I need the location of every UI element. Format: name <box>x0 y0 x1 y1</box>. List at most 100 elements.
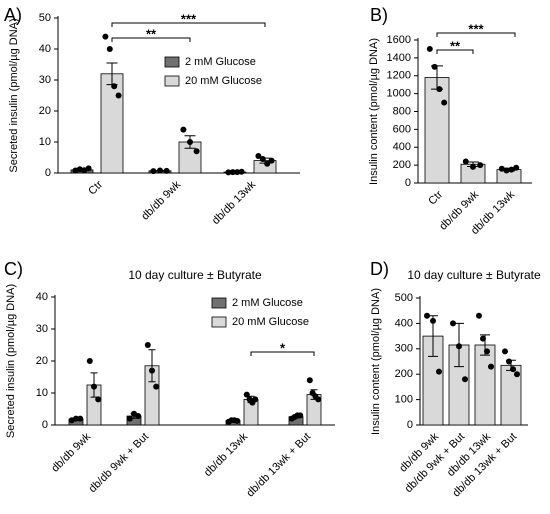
data-point <box>514 371 520 378</box>
significance-bracket <box>111 37 191 42</box>
data-point <box>456 343 462 350</box>
bar <box>100 73 124 174</box>
data-point <box>462 158 469 165</box>
data-point <box>86 358 93 364</box>
data-point <box>513 164 520 171</box>
y-tick-label: 600 <box>393 123 411 135</box>
data-point <box>95 396 102 403</box>
data-point <box>252 396 259 403</box>
data-point <box>315 396 322 403</box>
y-tick-label: 1200 <box>387 70 411 82</box>
data-point <box>238 168 245 175</box>
significance-bracket <box>250 351 315 356</box>
y-tick-label: 40 <box>39 43 51 55</box>
y-tick-label: 0 <box>407 419 413 431</box>
data-point <box>506 358 512 365</box>
data-point <box>436 86 443 93</box>
data-point <box>229 169 236 176</box>
data-point <box>462 376 468 383</box>
panel-label: D) <box>370 259 389 279</box>
bar <box>474 344 496 426</box>
x-tick-label: db/db 9wk + But <box>87 431 151 495</box>
data-point <box>306 377 313 384</box>
data-point <box>157 167 163 174</box>
data-point <box>498 165 505 172</box>
y-tick-label: 200 <box>395 368 413 380</box>
data-point <box>503 167 510 174</box>
data-point <box>225 169 232 176</box>
data-point <box>488 363 494 370</box>
data-point <box>144 342 151 348</box>
data-point <box>480 335 486 342</box>
significance-label: * <box>280 340 286 355</box>
x-tick-label: db/db 13wk <box>210 178 259 227</box>
data-point <box>243 391 250 398</box>
y-tick-label: 20 <box>39 105 51 117</box>
y-axis-label: Insulin content (pmol/µg DNA) <box>370 288 382 435</box>
data-point <box>510 366 516 373</box>
data-point <box>180 126 187 133</box>
data-point <box>115 92 122 99</box>
y-tick-label: 100 <box>395 394 413 406</box>
y-tick-label: 200 <box>393 159 411 171</box>
data-point <box>424 312 430 319</box>
panel-label: A) <box>4 5 22 25</box>
x-tick-label: Ctr <box>426 188 445 207</box>
y-axis-label: Secreted insulin (pmol/µg DNA) <box>5 284 17 438</box>
data-point <box>234 169 241 176</box>
y-tick-label: 1400 <box>387 52 411 64</box>
data-point <box>470 163 476 170</box>
error-bar <box>148 349 156 383</box>
panel-label: B) <box>370 5 388 25</box>
data-point <box>153 383 160 390</box>
data-point <box>193 148 200 155</box>
data-point <box>135 413 142 420</box>
y-tick-label: 1000 <box>387 88 411 100</box>
legend-label: 20 mM Glucose <box>185 75 262 87</box>
data-point <box>264 160 271 167</box>
data-point <box>77 415 84 422</box>
data-point <box>85 165 92 172</box>
y-tick-label: 0 <box>42 419 48 431</box>
data-point <box>150 168 157 175</box>
data-point <box>259 156 266 163</box>
data-point <box>430 317 436 324</box>
significance-label: *** <box>468 21 484 36</box>
data-point <box>91 383 97 390</box>
chart-title: 10 day culture ± Butyrate <box>407 268 541 282</box>
legend-swatch <box>211 316 227 328</box>
data-point <box>426 45 433 52</box>
data-point <box>431 63 438 70</box>
data-point <box>297 412 304 419</box>
x-tick-label: Ctr <box>86 178 105 197</box>
significance-bracket <box>111 22 266 27</box>
panel-label: C) <box>4 259 23 279</box>
y-tick-label: 400 <box>395 317 413 329</box>
data-point <box>508 166 515 173</box>
data-point <box>255 152 262 159</box>
y-tick-label: 500 <box>395 292 413 304</box>
y-tick-label: 0 <box>405 177 411 189</box>
data-point <box>102 33 109 40</box>
y-tick-label: 20 <box>36 355 48 367</box>
y-tick-label: 50 <box>39 12 51 24</box>
x-tick-label: db/db 9wk <box>139 178 183 222</box>
y-axis-label: Secreted insulin (pmol/µg DNA) <box>8 18 20 172</box>
y-tick-label: 40 <box>36 291 48 303</box>
chart-title: 10 day culture ± Butyrate <box>128 268 262 282</box>
y-tick-label: 300 <box>395 343 413 355</box>
data-point <box>476 312 482 319</box>
data-point <box>187 139 193 145</box>
significance-label: *** <box>181 11 197 26</box>
significance-bracket <box>436 32 516 37</box>
y-tick-label: 0 <box>45 167 51 179</box>
y-tick-label: 30 <box>39 74 51 86</box>
data-point <box>484 348 490 355</box>
x-tick-label: db/db 9wk <box>49 430 93 474</box>
significance-label: ** <box>146 26 157 41</box>
data-point <box>234 417 241 424</box>
data-point <box>73 415 79 422</box>
y-tick-label: 30 <box>36 323 48 335</box>
y-tick-label: 1600 <box>387 34 411 46</box>
